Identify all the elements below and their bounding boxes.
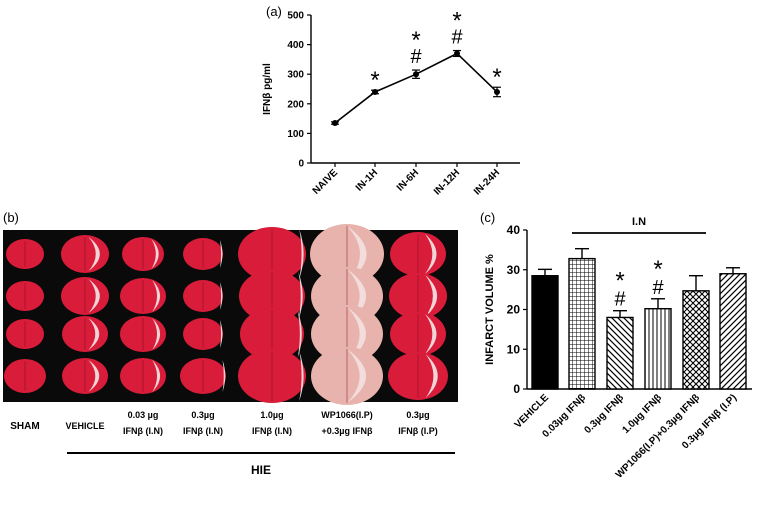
x-tick-label: IN-24H: [472, 167, 502, 197]
infarct-region: [220, 240, 223, 268]
significance-hash: #: [614, 289, 626, 311]
hie-label: HIE: [251, 463, 271, 477]
bar: [531, 275, 559, 390]
photo-column-labels: SHAM VEHICLE 0.03 µg IFNβ (I.N) 0.3µg IFNβ (I…: [10, 410, 437, 436]
data-point: [332, 120, 338, 127]
infarct-region: [425, 354, 438, 398]
in-bracket-label: I.N: [632, 216, 646, 228]
significance-hash: #: [451, 27, 463, 49]
infarct-region: [151, 239, 159, 269]
data-point: [372, 88, 378, 95]
y-axis-title: IFNβ pg/ml: [262, 63, 273, 115]
infarct-region: [425, 314, 437, 354]
y-tick-label: 0: [513, 382, 520, 396]
significance-hash: #: [652, 277, 664, 299]
photo-column-label-line1: 0.03 µg: [128, 410, 159, 420]
photo-column-label-line1: 0.3µg: [191, 410, 214, 420]
infarct-region: [152, 318, 161, 350]
y-tick-label: 30: [507, 263, 521, 277]
panel-a-label: (a): [266, 4, 282, 19]
x-tick-label: IN-1H: [354, 167, 380, 193]
x-tick-label: IN-6H: [395, 167, 421, 193]
infarct-region: [425, 275, 438, 317]
y-tick-label: 400: [287, 40, 304, 51]
photo-column-label: SHAM: [10, 421, 39, 432]
photo-column-label-line1: WP1066(I.P): [321, 410, 373, 420]
infarct-region: [152, 360, 161, 392]
x-tick-label: NAIVE: [311, 167, 341, 197]
bar: [606, 316, 634, 390]
y-tick-label: 20: [507, 303, 521, 317]
infarct-region: [425, 234, 437, 274]
bar: [644, 308, 672, 390]
photo-column-label-line2: IFNβ (I.N): [252, 426, 292, 436]
bar: [568, 257, 596, 390]
infarct-region: [347, 307, 366, 361]
photo-column-label-line2: IFNβ (I.N): [183, 426, 223, 436]
significance-star: *: [653, 256, 662, 283]
photo-column-label-line2: IFNβ (I.N): [123, 426, 163, 436]
y-tick-label: 100: [287, 129, 304, 140]
significance-star: *: [492, 64, 501, 91]
data-point: [494, 88, 500, 95]
photo-column-label-line1: 1.0µg: [260, 410, 283, 420]
infarct-region: [88, 360, 100, 392]
line-chart-ifnb: 0 100 200 300 400 500 IFNβ pg/ml NAIVE IN-1H IN-6…: [262, 8, 520, 198]
infarct-region: [347, 349, 366, 403]
brain-slice-grid: [4, 224, 448, 405]
x-tick-label: VEHICLE: [513, 392, 552, 431]
y-tick-label: 300: [287, 70, 304, 81]
y-axis-title: INFARCT VOLUME %: [484, 254, 496, 365]
significance-star: *: [411, 27, 420, 54]
y-tick-label: 0: [298, 159, 304, 170]
significance-star: *: [452, 8, 461, 35]
significance-star: *: [370, 67, 379, 94]
y-tick-label: 200: [287, 99, 304, 110]
panel-c-label: (c): [480, 210, 495, 225]
photo-column-label-line2: +0.3µg IFNβ: [322, 426, 373, 436]
photo-column-label-line2: IFNβ (I.P): [398, 426, 438, 436]
infarct-region: [220, 282, 223, 310]
significance-hash: #: [410, 46, 422, 68]
infarct-region: [88, 318, 100, 350]
infarct-region: [299, 351, 304, 401]
x-tick-label: IN-12H: [432, 167, 462, 197]
photo-column-label-line1: 0.3µg: [406, 410, 429, 420]
y-tick-label: 500: [287, 11, 304, 22]
infarct-region: [298, 272, 303, 320]
data-point: [454, 50, 460, 57]
significance-star: *: [615, 268, 624, 295]
infarct-region: [88, 279, 100, 313]
infarct-region: [299, 229, 304, 279]
data-point: [413, 71, 419, 78]
infarct-region: [297, 310, 302, 358]
bar: [719, 273, 747, 390]
y-tick-label: 40: [507, 223, 521, 237]
x-tick-label: 0.3µg IFNβ: [582, 392, 626, 436]
infarct-region: [222, 360, 226, 392]
panel-b-label: (b): [3, 210, 19, 225]
infarct-region: [220, 320, 223, 348]
photo-column-label: VEHICLE: [65, 421, 104, 431]
infarct-region: [347, 226, 367, 282]
bar: [682, 290, 710, 390]
infarct-region: [152, 280, 161, 312]
infarct-region: [88, 237, 100, 271]
y-tick-label: 10: [507, 342, 521, 356]
